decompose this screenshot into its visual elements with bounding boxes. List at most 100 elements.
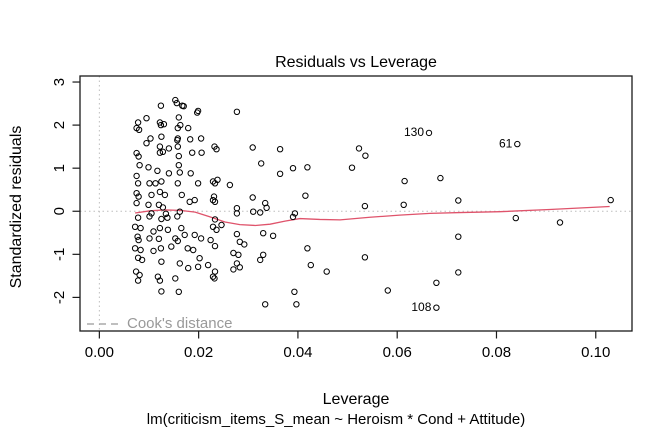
- data-point: [158, 258, 165, 265]
- data-point: [304, 245, 311, 252]
- data-point: [211, 180, 219, 187]
- data-point: [157, 245, 165, 252]
- data-point: [134, 119, 142, 126]
- data-point: [361, 254, 369, 261]
- data-point: [185, 124, 192, 132]
- plot-border: [79, 75, 633, 332]
- data-point: [191, 196, 198, 204]
- data-point: [235, 251, 242, 259]
- data-point: [173, 99, 181, 107]
- data-point: [175, 152, 183, 160]
- data-point: [348, 164, 356, 171]
- data-point: [137, 224, 144, 232]
- data-point: [150, 228, 157, 235]
- data-point: [172, 96, 179, 104]
- y-tick-label: 2: [51, 121, 68, 129]
- data-point: [177, 121, 184, 129]
- data-point: [174, 135, 182, 142]
- point-label: 61: [499, 136, 513, 150]
- data-point: [276, 170, 284, 178]
- data-point: [307, 261, 314, 269]
- data-point: [157, 121, 165, 129]
- data-point: [134, 180, 142, 187]
- data-point: [211, 275, 218, 282]
- data-point: [196, 255, 203, 262]
- data-point: [158, 133, 165, 140]
- x-tick-label: 0.10: [581, 344, 610, 361]
- data-point: [233, 205, 241, 212]
- data-point: [175, 114, 183, 121]
- data-point: [185, 264, 192, 272]
- data-point: [258, 160, 265, 167]
- x-tick-label: 0.06: [383, 344, 412, 361]
- data-point: [133, 190, 140, 197]
- data-point: [136, 271, 143, 279]
- data-point: [211, 216, 219, 223]
- point-label: 108: [411, 300, 431, 314]
- x-tick-label: 0.00: [85, 344, 114, 361]
- data-point: [263, 204, 270, 212]
- data-point: [233, 230, 241, 238]
- data-point: [176, 260, 184, 267]
- data-point: [189, 149, 196, 156]
- data-point: [156, 143, 164, 150]
- data-point: [269, 232, 277, 240]
- data-point: [134, 277, 142, 284]
- data-point: [291, 288, 298, 295]
- data-point: [133, 149, 140, 157]
- data-point: [249, 194, 256, 201]
- data-point: [198, 149, 205, 156]
- data-point: [156, 277, 164, 284]
- data-point: [210, 193, 218, 200]
- data-point: [145, 201, 152, 209]
- data-point: [194, 180, 202, 187]
- data-point: [607, 196, 614, 204]
- data-point: [249, 144, 256, 151]
- data-point: [174, 143, 182, 150]
- data-point: [147, 135, 154, 142]
- data-point: [184, 245, 191, 252]
- data-point: [143, 140, 150, 147]
- chart-title: Residuals vs Leverage: [275, 54, 437, 71]
- data-point: [455, 233, 462, 240]
- data-point: [160, 121, 168, 128]
- data-point: [209, 223, 217, 231]
- data-point: [207, 236, 214, 244]
- y-tick-label: -1: [51, 248, 68, 261]
- data-point: [135, 126, 143, 134]
- data-point: [135, 236, 142, 244]
- data-point: [260, 230, 267, 237]
- data-point: [276, 146, 284, 153]
- data-point: [156, 149, 164, 156]
- data-point: [154, 167, 161, 175]
- data-point: [401, 177, 408, 185]
- data-point: [134, 233, 141, 240]
- x-tick-label: 0.08: [482, 344, 511, 361]
- data-point: [230, 266, 237, 273]
- data-point: [257, 209, 264, 216]
- data-point: [176, 169, 184, 176]
- data-point: [174, 213, 181, 220]
- data-point: [262, 301, 269, 308]
- data-point: [174, 237, 182, 245]
- data-point: [197, 235, 205, 242]
- data-point: [159, 204, 167, 211]
- data-point: [143, 115, 150, 122]
- cooks-distance-legend-label: Cook's distance: [127, 315, 232, 332]
- data-point: [289, 165, 297, 172]
- point-label: 130: [404, 125, 424, 139]
- data-point: [218, 221, 225, 229]
- data-point: [158, 215, 165, 223]
- data-point: [361, 202, 369, 210]
- data-point: [355, 145, 363, 152]
- data-point: [155, 235, 163, 243]
- data-point: [146, 180, 153, 187]
- data-point: [293, 301, 300, 308]
- x-tick-label: 0.04: [283, 344, 312, 361]
- data-point: [556, 219, 564, 226]
- y-tick-label: 3: [51, 78, 68, 86]
- data-point: [323, 268, 330, 275]
- labeled-data-point: [425, 129, 433, 137]
- data-point: [133, 199, 140, 207]
- data-point: [137, 246, 144, 254]
